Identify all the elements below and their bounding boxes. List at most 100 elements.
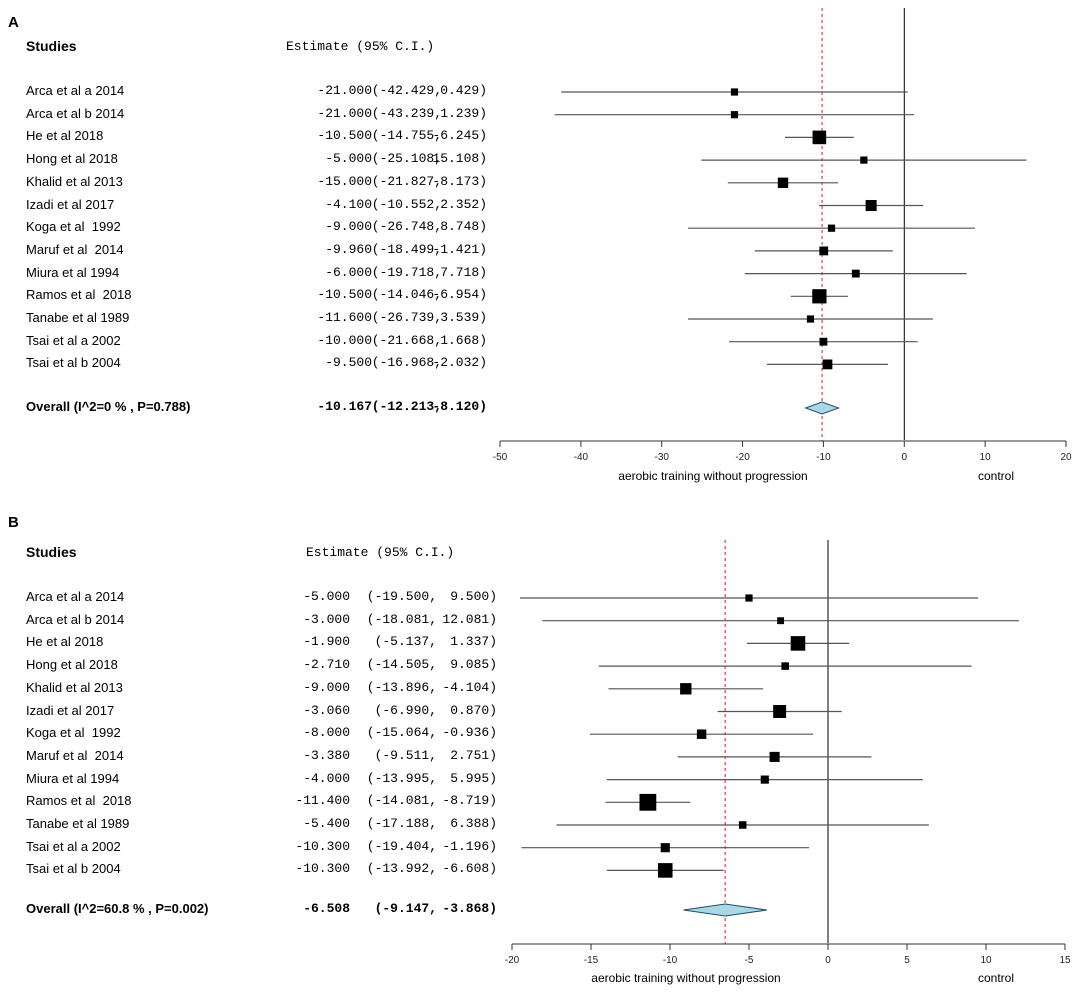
overall-estimate-value: -6.508 (303, 901, 350, 916)
x-tick-label: 0 (825, 955, 831, 966)
ci-upper-value: -6.608) (442, 861, 497, 877)
study-marker (745, 594, 753, 602)
panel-label: A (8, 14, 19, 31)
x-tick-label: -10 (816, 452, 831, 463)
ci-upper-value: -6.954) (432, 287, 487, 303)
x-tick-label: 10 (980, 452, 992, 463)
study-label: Arca et al b 2014 (26, 105, 125, 121)
study-label: Khalid et al 2013 (26, 173, 123, 189)
estimate-value: -3.380 (303, 747, 350, 763)
estimate-value: -21.000 (317, 83, 372, 98)
ci-lower-value: (-13.992, (366, 861, 437, 877)
ci-upper-value: -0.936) (442, 725, 497, 741)
ci-upper-value: 2.352) (440, 196, 487, 212)
study-marker (860, 156, 868, 164)
ci-lower-value: (-25.108, (371, 151, 442, 167)
ci-upper-value: 0.429) (440, 83, 487, 98)
ci-upper-value: 5.995) (450, 770, 497, 786)
ci-upper-value: -8.719) (442, 793, 497, 809)
overall-diamond (683, 903, 767, 917)
x-axis-label-right: control (978, 971, 1014, 985)
ci-upper-value: -2.032) (432, 355, 487, 371)
overall-label: Overall (I^2=60.8 % , P=0.002) (26, 901, 209, 916)
ci-lower-value: (-19.500, (366, 589, 437, 604)
x-tick-label: -20 (735, 452, 750, 463)
ci-upper-value: -1.421) (432, 241, 487, 257)
ci-upper-value: -8.173) (432, 173, 487, 189)
ci-upper-value: 12.081) (442, 611, 497, 627)
x-tick-label: 5 (904, 955, 910, 966)
study-marker (730, 88, 739, 96)
overall-ci-lower-value: (-12.213, (371, 399, 442, 414)
estimate-header: Estimate (95% C.I.) (306, 545, 455, 560)
estimate-value: -4.100 (325, 196, 372, 212)
ci-upper-value: -6.245) (432, 128, 487, 144)
x-tick-label: 10 (980, 955, 992, 966)
ci-upper-value: 1.337) (450, 634, 497, 650)
overall-ci-upper-value: -8.120) (432, 399, 487, 414)
ci-lower-value: (-21.827, (371, 173, 442, 189)
estimate-value: -5.000 (303, 589, 350, 604)
estimate-value: -4.000 (303, 770, 350, 786)
study-marker (696, 729, 707, 739)
overall-ci-lower-value: (-9.147, (374, 901, 437, 916)
study-marker (769, 751, 780, 762)
ci-lower-value: (-16.968, (371, 355, 442, 371)
study-marker (827, 224, 836, 232)
study-marker (680, 683, 692, 695)
study-label: Koga et al 1992 (26, 219, 121, 235)
ci-upper-value: 9.085) (450, 657, 497, 673)
estimate-value: -10.500 (317, 128, 372, 144)
estimate-value: -8.000 (303, 725, 350, 741)
study-label: Ramos et al 2018 (26, 287, 132, 303)
ci-lower-value: (-6.990, (374, 702, 437, 718)
x-tick-label: -30 (654, 452, 669, 463)
ci-lower-value: (-26.739, (371, 310, 442, 325)
ci-upper-value: 7.718) (440, 264, 487, 280)
x-axis-label-left: aerobic training without progression (618, 469, 807, 483)
ci-upper-value: 8.748) (440, 219, 487, 235)
study-label: Hong et al 2018 (26, 657, 118, 673)
ci-lower-value: (-19.404, (366, 838, 437, 854)
study-marker (819, 337, 828, 346)
study-label: Izadi et al 2017 (26, 196, 115, 212)
study-label: He et al 2018 (26, 128, 104, 144)
x-tick-label: -40 (574, 452, 589, 463)
estimate-value: -11.600 (317, 310, 372, 325)
study-label: Tanabe et al 1989 (26, 310, 130, 325)
ci-lower-value: (-43.239, (371, 105, 442, 121)
ci-upper-value: 6.388) (450, 816, 497, 831)
study-marker (738, 821, 747, 829)
studies-header: Studies (26, 544, 77, 560)
ci-upper-value: -1.196) (442, 838, 497, 854)
ci-upper-value: 1.239) (440, 105, 487, 121)
ci-lower-value: (-13.896, (366, 679, 437, 695)
estimate-value: -9.500 (325, 355, 372, 371)
study-marker (865, 199, 877, 212)
study-label: Tsai et al a 2002 (26, 838, 121, 854)
x-tick-label: -10 (663, 955, 678, 966)
study-marker (777, 617, 785, 625)
study-marker (851, 269, 860, 278)
ci-lower-value: (-9.511, (374, 747, 437, 763)
study-label: Tsai et al a 2002 (26, 332, 121, 348)
study-marker (639, 793, 657, 811)
study-label: Khalid et al 2013 (26, 679, 123, 695)
x-axis-label-right: control (978, 469, 1014, 483)
estimate-value: -10.000 (317, 332, 372, 348)
ci-lower-value: (-5.137, (374, 634, 437, 650)
x-tick-label: -15 (584, 955, 599, 966)
study-marker (812, 289, 827, 304)
ci-lower-value: (-14.046, (371, 287, 442, 303)
ci-upper-value: 15.108) (432, 151, 487, 167)
ci-lower-value: (-26.748, (371, 219, 442, 235)
estimate-value: -10.300 (295, 861, 350, 877)
study-marker (760, 775, 769, 784)
ci-lower-value: (-21.668, (371, 332, 442, 348)
studies-header: Studies (26, 38, 77, 54)
overall-estimate-value: -10.167 (317, 399, 372, 414)
estimate-value: -2.710 (303, 657, 350, 673)
ci-upper-value: 2.751) (450, 747, 497, 763)
overall-diamond (804, 401, 841, 415)
estimate-value: -1.900 (303, 634, 350, 650)
